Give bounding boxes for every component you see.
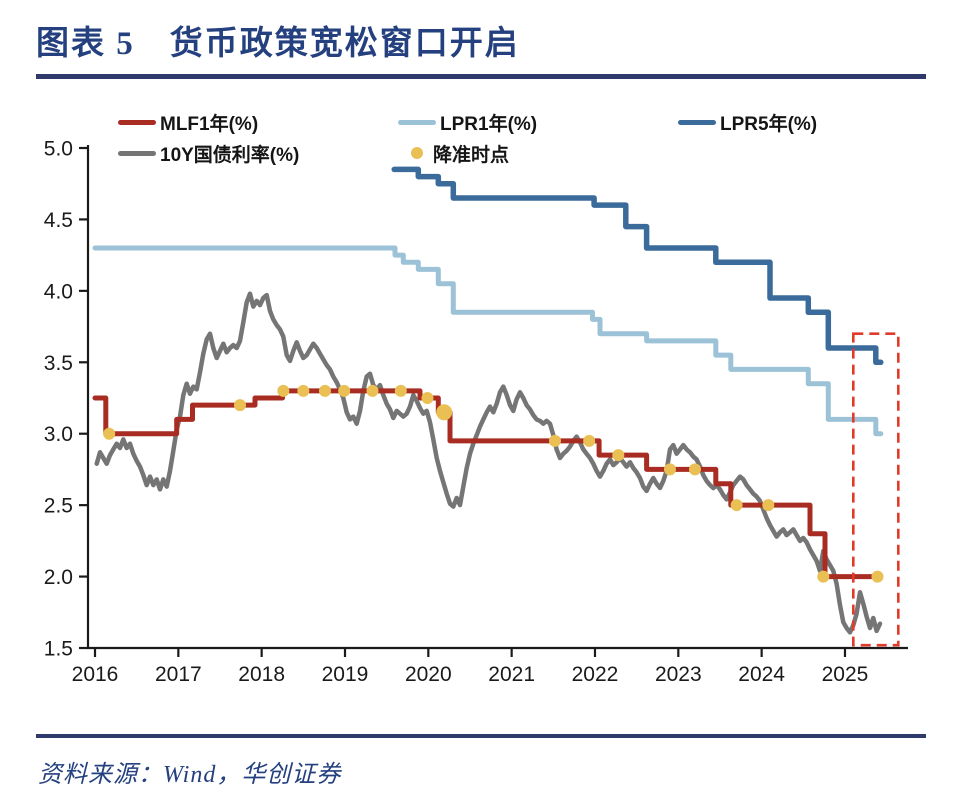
x-tick-label: 2019 bbox=[322, 663, 369, 686]
y-tick-label: 2.0 bbox=[44, 566, 73, 589]
rrr-cut-dot bbox=[297, 384, 310, 397]
x-tick-label: 2025 bbox=[822, 663, 869, 686]
rrr-cut-dot bbox=[436, 404, 453, 421]
x-tick-label: 2022 bbox=[572, 663, 619, 686]
x-tick-label: 2023 bbox=[655, 663, 702, 686]
legend-item-lpr1: LPR1年(%) bbox=[398, 111, 538, 135]
rrr-cut-dot bbox=[762, 499, 775, 512]
rrr-cut-dot bbox=[277, 384, 290, 397]
rrr-cut-dot bbox=[871, 570, 884, 583]
y-tick-label: 3.0 bbox=[44, 423, 73, 446]
x-tick-label: 2018 bbox=[238, 663, 285, 686]
legend-item-rrr: 降准时点 bbox=[408, 142, 510, 166]
legend-label-mlf: MLF1年(%) bbox=[160, 113, 259, 135]
y-tick-label: 2.5 bbox=[44, 495, 73, 518]
legend-item-lpr5: LPR5年(%) bbox=[678, 111, 818, 135]
x-tick-label: 2024 bbox=[738, 663, 785, 686]
lpr1-line bbox=[92, 245, 884, 437]
legend-label-lpr1: LPR1年(%) bbox=[440, 113, 538, 135]
legend-item-mlf: MLF1年(%) bbox=[118, 111, 259, 135]
rrr-cut-dot bbox=[233, 399, 246, 412]
mlf-line bbox=[92, 388, 881, 580]
rrr-cut-dot bbox=[583, 434, 596, 447]
y-tick-label: 4.0 bbox=[44, 280, 73, 303]
easing-window-box bbox=[852, 332, 900, 647]
rrr-cut-dot bbox=[612, 449, 625, 462]
rrr-cut-dot bbox=[688, 463, 701, 476]
lpr1-line-swatch bbox=[398, 119, 436, 125]
title-divider bbox=[36, 74, 926, 79]
rrr-cut-dot bbox=[318, 384, 331, 397]
rrr-cut-dot bbox=[366, 384, 379, 397]
source-note: 资料来源：Wind，华创证券 bbox=[38, 762, 342, 788]
x-tick-label: 2016 bbox=[72, 663, 119, 686]
rrr-cut-dot bbox=[730, 499, 743, 512]
cgb10y-line-swatch bbox=[118, 150, 156, 156]
x-tick-label: 2021 bbox=[488, 663, 535, 686]
x-tick-label: 2020 bbox=[405, 663, 452, 686]
rrr-cut-dot bbox=[421, 392, 434, 404]
rrr-cut-dot bbox=[817, 570, 830, 583]
rrr-cut-dot bbox=[663, 463, 676, 476]
legend-label-cgb10y: 10Y国债利率(%) bbox=[160, 144, 300, 166]
rrr-dot-swatch bbox=[411, 147, 423, 159]
y-tick-label: 1.5 bbox=[44, 638, 73, 661]
legend-label-rrr: 降准时点 bbox=[433, 144, 510, 166]
rrr-cut-dot bbox=[548, 434, 561, 447]
mlf-line-swatch bbox=[118, 119, 156, 125]
y-tick-label: 5.0 bbox=[44, 138, 73, 161]
y-tick-label: 3.5 bbox=[44, 352, 73, 375]
figure-title: 图表 5 货币政策宽松窗口开启 bbox=[36, 26, 520, 62]
rrr-cut-dot bbox=[394, 384, 407, 397]
footer-divider bbox=[36, 734, 926, 738]
rrr-cut-dot bbox=[103, 427, 116, 440]
lpr5-line bbox=[391, 166, 884, 366]
x-tick-label: 2017 bbox=[155, 663, 202, 686]
cgb10y-line bbox=[94, 291, 883, 635]
y-tick-label: 4.5 bbox=[44, 209, 73, 232]
rrr-cut-dot bbox=[338, 384, 351, 397]
lpr5-line-swatch bbox=[678, 119, 716, 125]
legend-item-cgb10y: 10Y国债利率(%) bbox=[118, 142, 300, 166]
legend-label-lpr5: LPR5年(%) bbox=[720, 113, 818, 135]
